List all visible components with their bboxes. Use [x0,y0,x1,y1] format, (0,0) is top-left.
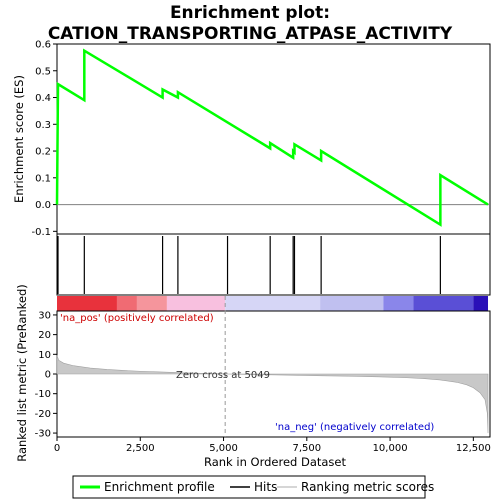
legend-ranking-label: Ranking metric scores [301,480,434,494]
x-axis: 0 2,500 5,000 7,500 10,000 12,500 [54,437,491,454]
metric-y-tick-label: 30 [38,310,51,321]
heat-bar-segment [383,296,414,311]
chart-title-line2: CATION_TRANSPORTING_ATPASE_ACTIVITY [48,24,453,44]
legend-hits-label: Hits [254,480,277,494]
es-ylabel: Enrichment score (ES) [12,75,26,203]
ranking-metric-area [56,355,489,434]
heat-bar-segment [116,296,137,311]
zero-cross-label: Zero cross at 5049 [176,370,270,381]
heat-bar-segment [413,296,474,311]
metric-y-tick-label: -20 [35,409,51,420]
metric-ylabel: Ranked list metric (PreRanked) [15,284,29,462]
x-axis-label: Rank in Ordered Dataset [204,455,347,469]
es-y-tick-label: 0.4 [35,93,51,104]
es-y-tick-label: -0.1 [31,227,51,238]
es-y-tick-label: 0.3 [35,120,51,131]
chart-title-line1: Enrichment plot: [170,3,330,23]
es-panel-frame [56,43,491,235]
metric-y-tick-label: 0 [45,370,51,381]
hits-panel-frame [56,233,491,296]
heat-bar-segment [473,296,489,311]
es-panel: -0.1 0.0 0.1 0.2 0.3 0.4 0.5 0.6 [31,40,490,238]
x-tick-label: 7,500 [292,443,321,454]
heat-bar-segment [136,296,167,311]
metric-y-tick-label: -30 [35,429,51,440]
es-y-tick-label: 0.5 [35,66,51,77]
x-tick-label: 0 [54,443,60,454]
es-y-tick-label: 0.6 [35,40,51,51]
heat-bar-segment [225,296,321,311]
x-tick-label: 2,500 [126,443,155,454]
metric-y-tick-label: 20 [38,330,51,341]
na-pos-label: 'na_pos' (positively correlated) [60,313,214,324]
metric-y-tick-label: -10 [35,389,51,400]
legend: Enrichment profile Hits Ranking metric s… [72,475,434,499]
es-y-tick-label: 0.1 [35,173,51,184]
es-y-tick-label: 0.2 [35,147,51,158]
heat-bar-segment [57,296,117,311]
hits-panel [57,236,441,294]
na-neg-label: 'na_neg' (negatively correlated) [275,422,434,433]
x-tick-label: 5,000 [209,443,238,454]
x-tick-label: 10,000 [373,443,408,454]
heat-bar-segment [166,296,226,311]
metric-y-tick-label: 10 [38,350,51,361]
legend-enrichment-label: Enrichment profile [104,480,215,494]
heat-bar-segment [320,296,384,311]
enrichment-profile-line [55,48,489,227]
es-y-tick-label: 0.0 [35,200,51,211]
x-tick-label: 12,500 [456,443,491,454]
heat-bar [57,296,489,311]
metric-panel: -30 -20 -10 0 10 20 30 [35,296,489,440]
